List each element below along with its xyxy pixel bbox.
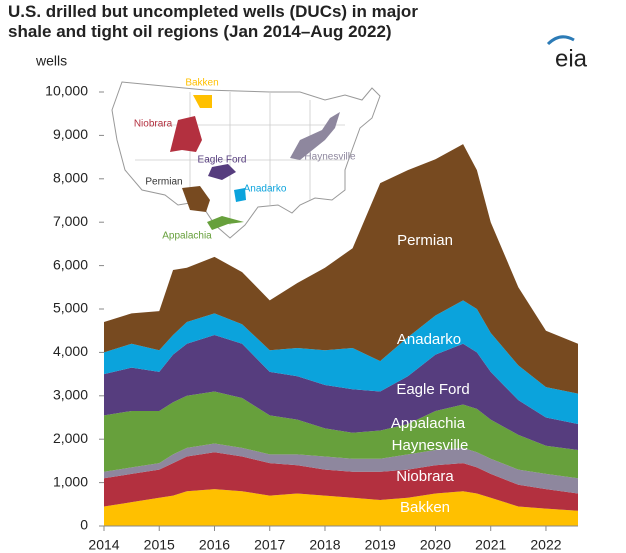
x-tick-label: 2020 — [420, 537, 451, 553]
y-tick-label: 7,000 — [53, 213, 88, 229]
x-tick-label: 2019 — [365, 537, 396, 553]
y-tick-label: 8,000 — [53, 170, 88, 186]
series-label: Niobrara — [396, 468, 454, 485]
logo: eia — [555, 45, 588, 72]
area — [104, 489, 578, 526]
area — [104, 391, 578, 479]
x-tick-label: 2021 — [475, 537, 506, 553]
y-tick-label: 3,000 — [53, 387, 88, 403]
map-region — [290, 112, 340, 160]
map-label: Appalachia — [162, 231, 212, 242]
map-region — [193, 95, 212, 108]
area — [104, 335, 578, 451]
map-region — [170, 116, 202, 152]
area — [104, 144, 578, 394]
x-tick-label: 2022 — [530, 537, 561, 553]
y-tick-label: 1,000 — [53, 473, 88, 489]
series-label: Haynesville — [392, 437, 469, 454]
y-axis-label: wells — [35, 53, 67, 69]
y-tick-label: 10,000 — [45, 83, 88, 99]
x-tick-label: 2014 — [88, 537, 119, 553]
series-label: Bakken — [400, 499, 450, 516]
map-region — [207, 216, 244, 230]
map-label: Anadarko — [244, 184, 287, 195]
map-label: Niobrara — [134, 119, 173, 130]
y-tick-label: 0 — [80, 517, 88, 533]
series-label: Appalachia — [391, 415, 466, 432]
y-tick-label: 5,000 — [53, 300, 88, 316]
map-region — [208, 164, 236, 180]
map-label: Haynesville — [304, 152, 356, 163]
area — [104, 443, 578, 494]
y-tick-label: 6,000 — [53, 256, 88, 272]
map-label: Bakken — [185, 78, 218, 89]
y-tick-label: 2,000 — [53, 430, 88, 446]
x-tick-label: 2015 — [144, 537, 175, 553]
area — [104, 300, 578, 425]
y-tick-label: 4,000 — [53, 343, 88, 359]
series-label: Permian — [397, 232, 453, 249]
x-tick-label: 2018 — [309, 537, 340, 553]
logo-swoosh — [546, 35, 575, 46]
chart-title: U.S. drilled but uncompleted wells (DUCs… — [8, 2, 418, 41]
x-tick-label: 2017 — [254, 537, 285, 553]
areas — [104, 144, 578, 526]
series-label: Eagle Ford — [396, 381, 469, 398]
map: Bakken Niobrara Anadarko Eagle Ford Permian A… — [111, 78, 381, 242]
x-tick-label: 2016 — [199, 537, 230, 553]
map-label: Permian — [145, 177, 182, 188]
area — [104, 452, 578, 511]
y-tick-label: 9,000 — [53, 126, 88, 142]
series-label: Anadarko — [397, 331, 461, 348]
map-label: Eagle Ford — [198, 155, 247, 166]
map-region — [182, 186, 210, 212]
map-region — [234, 188, 246, 202]
